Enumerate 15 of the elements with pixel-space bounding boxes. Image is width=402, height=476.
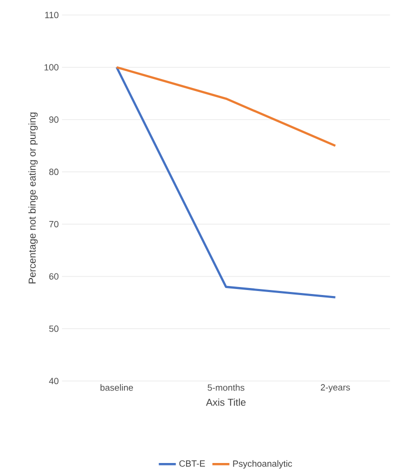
x-axis-title: Axis Title [206, 398, 246, 406]
y-tick-label: 50 [49, 326, 58, 332]
y-axis-title: Percentage not binge eating or purging [28, 112, 38, 284]
y-tick-label: 90 [49, 116, 58, 123]
y-tick-label: 40 [49, 378, 58, 384]
y-tick-label: 110 [45, 12, 58, 18]
legend-label: CBT-E [179, 460, 205, 467]
x-tick-label: baseline [100, 384, 133, 391]
y-tick-label: 100 [44, 64, 58, 70]
y-tick-label: 60 [49, 273, 58, 280]
y-tick-label: 70 [49, 220, 58, 228]
x-tick-label: 2-years [320, 384, 350, 392]
y-tick-label: 80 [49, 168, 58, 176]
legend-label: Psychoanalytic [233, 460, 292, 469]
x-tick-label: 5-months [208, 384, 244, 391]
